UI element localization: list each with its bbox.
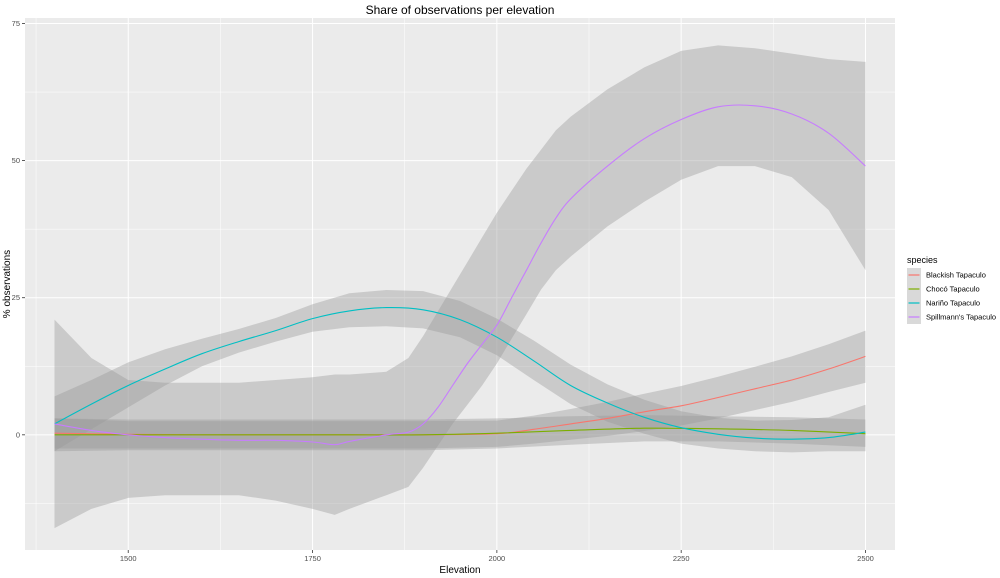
series-line-spillmann-s-tapaculo <box>54 104 866 446</box>
legend-item: Spillmann's Tapaculo <box>907 310 996 324</box>
legend-title: species <box>907 255 938 265</box>
legend-item: Chocó Tapaculo <box>907 282 980 296</box>
axes: 1500 1750 2000 2250 2500 0 25 50 75 <box>12 19 874 563</box>
x-tick-label: 1750 <box>304 554 321 563</box>
confidence-band-blackish-tapaculo <box>54 330 866 449</box>
legend-label: Blackish Tapaculo <box>926 271 986 280</box>
legend: species Blackish Tapaculo Chocó Tapaculo N… <box>907 255 996 324</box>
series-line-nari-o-tapaculo <box>54 307 866 440</box>
y-axis-title: % observations <box>2 250 13 318</box>
legend-item: Blackish Tapaculo <box>907 268 986 282</box>
chart-title: Share of observations per elevation <box>366 3 555 17</box>
confidence-bands <box>54 45 866 529</box>
x-tick-label: 2500 <box>857 554 874 563</box>
y-tick-label: 0 <box>16 430 20 439</box>
series-lines <box>54 104 866 446</box>
x-axis-title: Elevation <box>439 565 480 576</box>
x-tick-label: 2250 <box>673 554 690 563</box>
x-tick-label: 1500 <box>120 554 137 563</box>
legend-label: Spillmann's Tapaculo <box>926 313 996 322</box>
confidence-band-nari-o-tapaculo <box>54 290 866 453</box>
y-tick-label: 75 <box>12 19 20 28</box>
legend-items: Blackish Tapaculo Chocó Tapaculo Nariño Ta… <box>907 268 996 324</box>
confidence-band-spillmann-s-tapaculo <box>54 45 866 529</box>
x-tick-label: 2000 <box>489 554 506 563</box>
legend-item: Nariño Tapaculo <box>907 296 980 310</box>
plot-panel <box>25 18 895 550</box>
legend-label: Chocó Tapaculo <box>926 285 980 294</box>
confidence-band-choc-tapaculo <box>54 415 866 452</box>
y-tick-label: 50 <box>12 156 20 165</box>
y-tick-label: 25 <box>12 293 20 302</box>
legend-label: Nariño Tapaculo <box>926 299 980 308</box>
series-line-choc-tapaculo <box>54 427 866 436</box>
